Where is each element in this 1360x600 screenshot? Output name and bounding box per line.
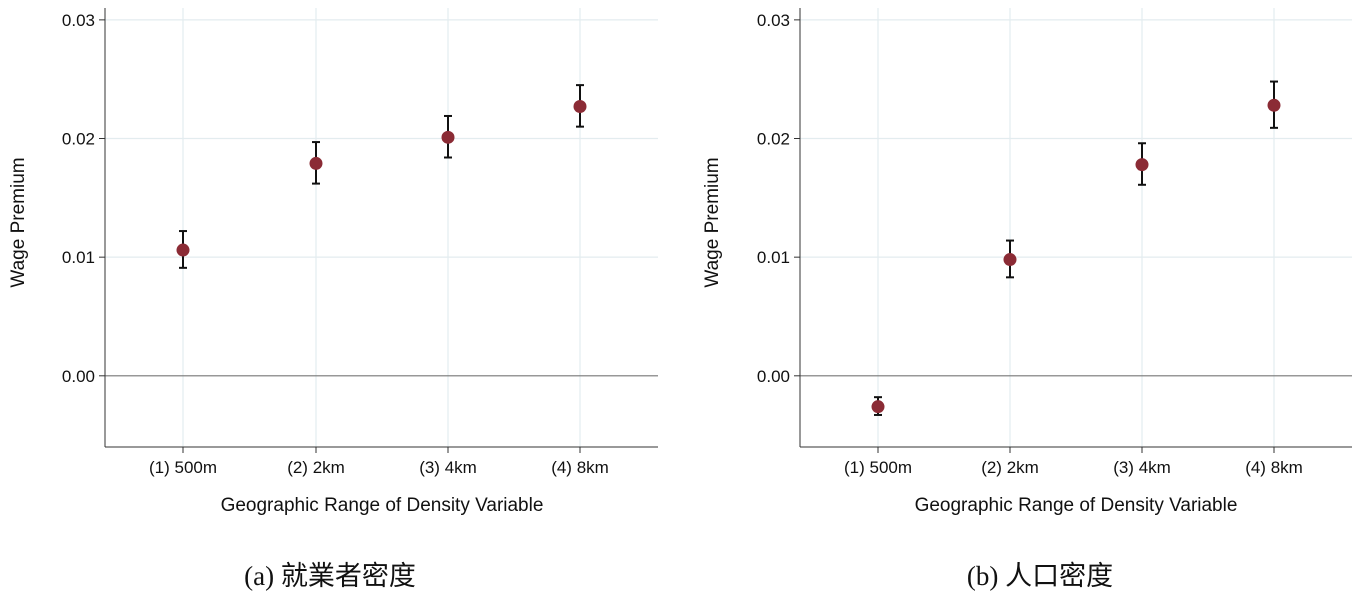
y-axis-title: Wage Premium <box>702 157 723 287</box>
y-tick-label: 0.01 <box>62 248 95 267</box>
data-point <box>573 99 587 113</box>
y-tick-label: 0.00 <box>757 367 790 386</box>
data-point <box>871 400 885 414</box>
data-point <box>1135 158 1149 172</box>
x-tick-label: (3) 4km <box>1113 458 1171 477</box>
x-axis-title: Geographic Range of Density Variable <box>221 495 544 516</box>
y-axis-title: Wage Premium <box>8 157 29 287</box>
x-tick-label: (2) 2km <box>981 458 1039 477</box>
x-axis-title: Geographic Range of Density Variable <box>915 495 1238 516</box>
y-tick-label: 0.02 <box>62 130 95 149</box>
chart-panel-a: 0.00 0.01 0.02 0.03 (1) 500m (2) 2km (3) 4km (4… <box>8 8 658 591</box>
chart-panel-b: 0.00 0.01 0.02 0.03 (1) 500m (2) 2km (3) 4km (4… <box>702 8 1352 591</box>
y-tick-label: 0.01 <box>757 248 790 267</box>
x-tick-label: (2) 2km <box>287 458 345 477</box>
x-tick-label: (4) 8km <box>551 458 609 477</box>
panel-caption: (a) 就業者密度 <box>244 561 416 591</box>
data-point <box>309 156 323 170</box>
panel-caption: (b) 人口密度 <box>967 561 1113 591</box>
x-tick-label: (1) 500m <box>149 458 217 477</box>
data-point <box>176 243 190 257</box>
y-tick-label: 0.03 <box>62 11 95 30</box>
x-tick-label: (3) 4km <box>419 458 477 477</box>
data-point <box>1003 253 1017 267</box>
x-tick-label: (1) 500m <box>844 458 912 477</box>
data-point <box>441 130 455 144</box>
y-tick-label: 0.02 <box>757 130 790 149</box>
y-tick-label: 0.00 <box>62 367 95 386</box>
data-point <box>1267 98 1281 112</box>
x-tick-label: (4) 8km <box>1245 458 1303 477</box>
y-tick-label: 0.03 <box>757 11 790 30</box>
